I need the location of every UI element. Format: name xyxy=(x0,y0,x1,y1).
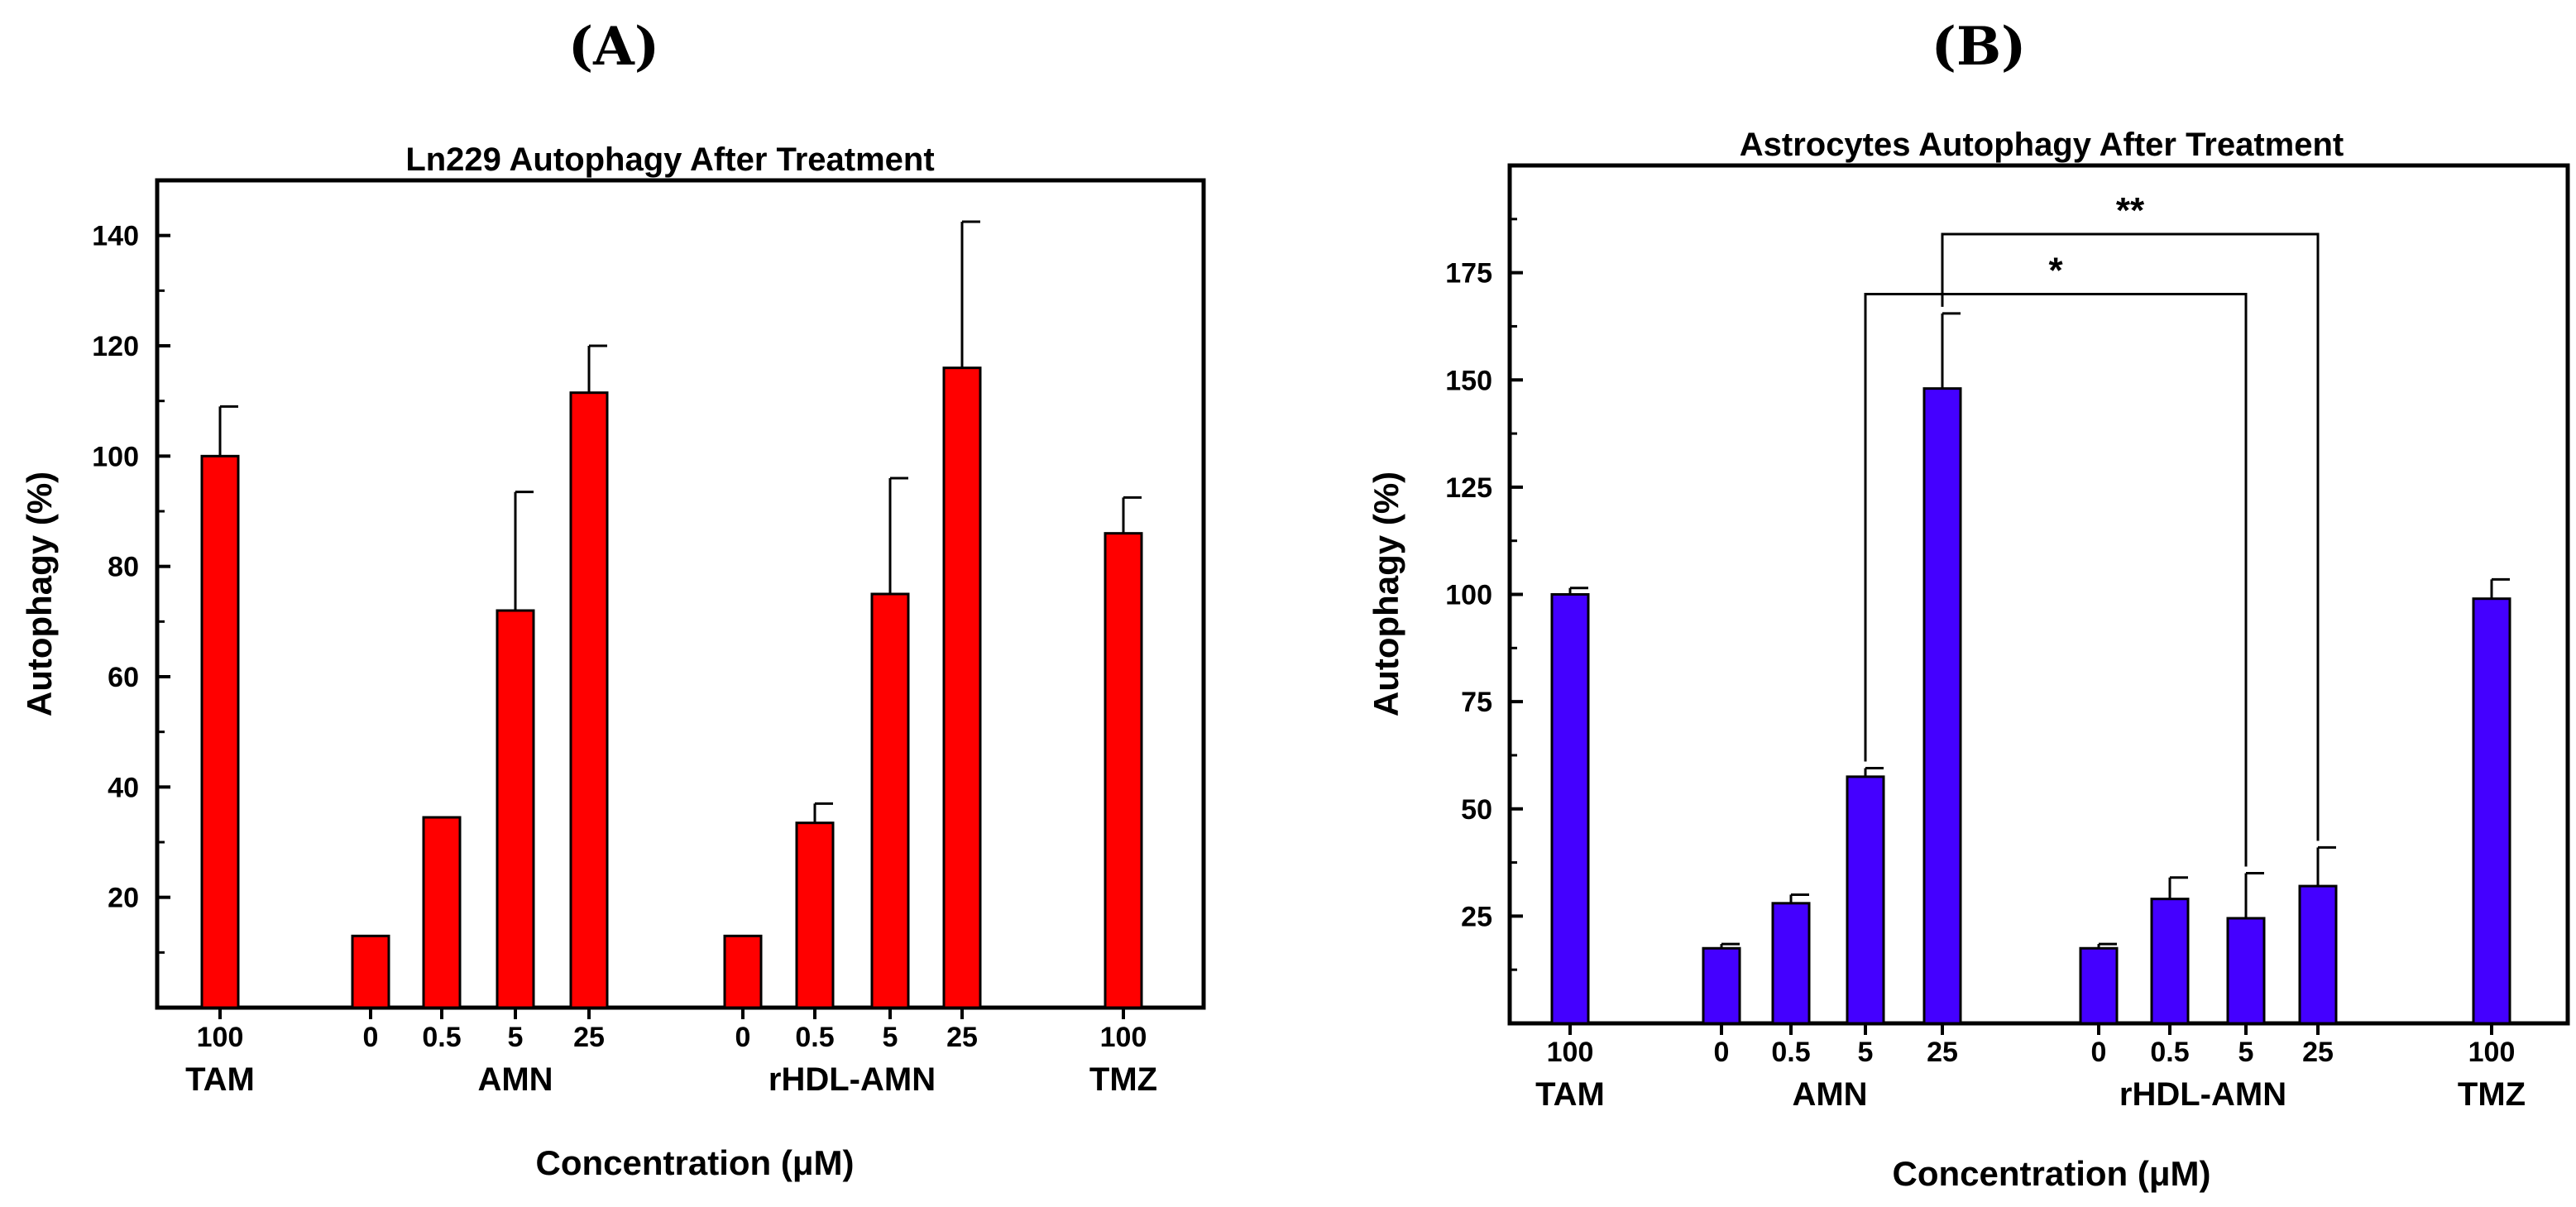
bar xyxy=(1771,902,1811,1025)
panel-a: (A) Ln229 Autophagy After Treatment 20 40… xyxy=(20,16,1206,1182)
y-tick-label: 100 xyxy=(1445,580,1492,611)
x-tick-label: 0.5 xyxy=(2150,1037,2189,1068)
y-tick-label: 60 xyxy=(108,662,139,693)
x-tick-label: 5 xyxy=(883,1022,898,1053)
x-tick-label: 0.5 xyxy=(1771,1037,1810,1068)
bar xyxy=(942,366,982,1009)
bar xyxy=(2472,597,2511,1025)
bar xyxy=(351,934,390,1009)
x-group-label: AMN xyxy=(1792,1076,1867,1113)
x-tick-label: 5 xyxy=(1858,1037,1874,1068)
panel-b-bars xyxy=(1550,312,2511,1025)
y-tick-label: 40 xyxy=(108,772,139,803)
y-tick-label: 120 xyxy=(92,331,139,362)
x-tick-label: 25 xyxy=(573,1022,605,1053)
x-tick-label: 0.5 xyxy=(795,1022,834,1053)
panel-b-x-axis: 100 0 0.5 5 25 0 0.5 5 25 100 TAM AMN rHDL-AMN TMZ xyxy=(1535,1023,2526,1113)
bar xyxy=(1846,775,1885,1025)
x-tick-label: 100 xyxy=(1547,1037,1594,1068)
significance-bracket xyxy=(1941,232,2320,841)
x-group-label: TMZ xyxy=(2458,1076,2526,1113)
panel-b-letter: (B) xyxy=(1932,16,2027,78)
panel-a-title: Ln229 Autophagy After Treatment xyxy=(405,141,934,178)
x-tick-label: 100 xyxy=(197,1022,244,1053)
x-tick-label: 25 xyxy=(946,1022,978,1053)
y-tick-label: 175 xyxy=(1445,258,1492,290)
y-tick-label: 80 xyxy=(108,552,139,583)
panel-b: (B) Astrocytes Autophagy After Treatment… xyxy=(1367,16,2570,1193)
bar xyxy=(1104,532,1143,1009)
bar xyxy=(496,609,535,1009)
panel-a-y-axis: 20 40 60 80 100 120 140 xyxy=(92,221,170,954)
panel-a-x-axis: 100 0 0.5 5 25 0 0.5 5 25 100 TAM AMN rHDL-AMN TMZ xyxy=(185,1008,1157,1098)
bar xyxy=(870,592,910,1009)
bar xyxy=(795,821,835,1009)
bar xyxy=(1550,593,1590,1025)
x-tick-label: 100 xyxy=(2468,1037,2516,1068)
x-group-label: rHDL-AMN xyxy=(768,1061,936,1098)
panel-b-title: Astrocytes Autophagy After Treatment xyxy=(1740,127,2344,163)
panel-a-y-axis-title: Autophagy (%) xyxy=(20,472,59,716)
x-tick-label: 25 xyxy=(1927,1037,1958,1068)
y-tick-label: 125 xyxy=(1445,472,1492,504)
panel-b-significance: *** xyxy=(1864,190,2320,867)
x-tick-label: 100 xyxy=(1100,1022,1147,1053)
bar xyxy=(2298,884,2338,1025)
x-tick-label: 5 xyxy=(2238,1037,2254,1068)
x-group-label: TAM xyxy=(1535,1076,1605,1113)
x-group-label: TMZ xyxy=(1089,1061,1157,1098)
panel-a-bars xyxy=(200,220,1143,1009)
x-tick-label: 0.5 xyxy=(422,1022,461,1053)
x-tick-label: 0 xyxy=(1714,1037,1730,1068)
bar xyxy=(2079,946,2119,1025)
y-tick-label: 75 xyxy=(1461,687,1492,718)
panel-a-plot-frame xyxy=(155,178,1206,1010)
x-tick-label: 0 xyxy=(363,1022,379,1053)
bar xyxy=(2150,898,2190,1025)
bar xyxy=(569,391,609,1009)
y-tick-label: 150 xyxy=(1445,365,1492,396)
x-tick-label: 0 xyxy=(2091,1037,2107,1068)
significance-label: * xyxy=(2048,251,2063,291)
bar xyxy=(723,934,763,1009)
x-tick-label: 25 xyxy=(2302,1037,2334,1068)
bar xyxy=(1922,387,1962,1025)
x-group-label: rHDL-AMN xyxy=(2119,1076,2286,1113)
significance-label: ** xyxy=(2116,190,2145,231)
x-group-label: TAM xyxy=(185,1061,255,1098)
panel-b-y-axis: 25 50 75 100 125 150 175 xyxy=(1445,218,1523,971)
y-tick-label: 25 xyxy=(1461,901,1492,932)
bar xyxy=(2226,917,2266,1025)
y-tick-label: 100 xyxy=(92,441,139,472)
x-tick-label: 5 xyxy=(508,1022,524,1053)
y-tick-label: 50 xyxy=(1461,794,1492,826)
y-tick-label: 140 xyxy=(92,221,139,252)
panel-a-x-axis-title: Concentration (μM) xyxy=(536,1143,855,1182)
bar xyxy=(200,454,240,1009)
panel-a-letter: (A) xyxy=(568,16,659,78)
bar xyxy=(422,816,462,1009)
panel-b-x-axis-title: Concentration (μM) xyxy=(1893,1154,2211,1193)
y-tick-label: 20 xyxy=(108,883,139,914)
bar xyxy=(1702,946,1741,1025)
significance-bracket xyxy=(1864,293,2248,867)
x-tick-label: 0 xyxy=(735,1022,751,1053)
x-group-label: AMN xyxy=(477,1061,553,1098)
panel-b-y-axis-title: Autophagy (%) xyxy=(1367,472,1405,716)
